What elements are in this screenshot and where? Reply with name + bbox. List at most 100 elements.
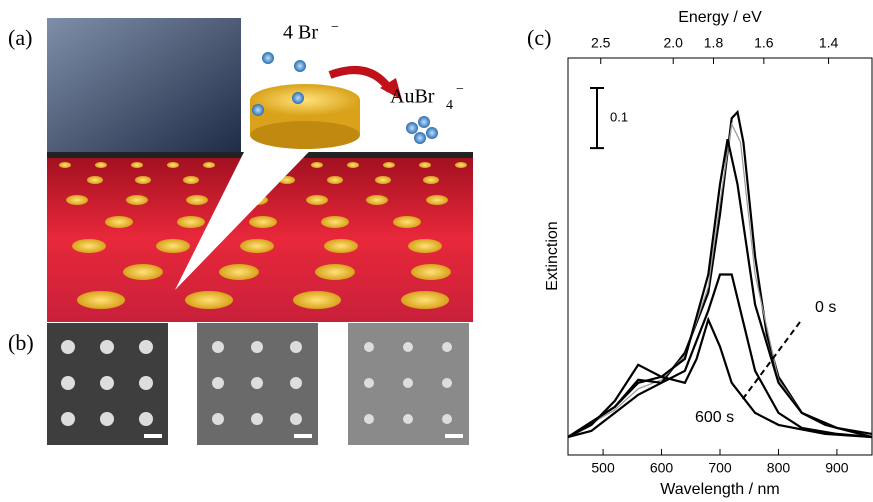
x-tick-label: 600 [650, 460, 674, 476]
reactant: 4 Br [283, 22, 318, 44]
particle [364, 378, 374, 388]
disc [219, 264, 259, 280]
disc [315, 264, 355, 280]
disc [183, 176, 199, 184]
arrow [328, 66, 394, 93]
disc [426, 195, 448, 205]
particle [364, 342, 374, 352]
disc [240, 239, 274, 253]
particle [212, 341, 224, 353]
panel-label: (b) [8, 330, 34, 355]
disc [59, 162, 71, 168]
particle [251, 341, 263, 353]
x2-tick-label: 2.0 [663, 35, 683, 51]
scale-bar [144, 434, 162, 438]
disc [408, 239, 442, 253]
particle [364, 414, 374, 424]
disc [321, 216, 349, 228]
disc [186, 195, 208, 205]
particle [403, 378, 413, 388]
panel-b: (b) [8, 323, 469, 445]
annotation: 0 s [815, 299, 836, 316]
x-tick-label: 500 [591, 460, 615, 476]
scale-bar [445, 434, 463, 438]
x2-tick-label: 1.6 [754, 35, 774, 51]
disc [87, 176, 103, 184]
particle [61, 340, 75, 354]
disc [375, 176, 391, 184]
product: AuBr [390, 86, 435, 108]
disc [347, 162, 359, 168]
y-axis-label: Extinction [544, 221, 561, 290]
scale-bar [294, 434, 312, 438]
disc [411, 264, 451, 280]
product-index: 4 [446, 98, 453, 113]
x-tick-label: 800 [767, 460, 791, 476]
disc [131, 162, 143, 168]
disc [324, 239, 358, 253]
disc [123, 264, 163, 280]
disc [419, 162, 431, 168]
disc [311, 162, 323, 168]
disc [293, 291, 341, 309]
particle [100, 376, 114, 390]
disc [177, 216, 205, 228]
particle [290, 377, 302, 389]
disc [95, 162, 107, 168]
disc [327, 176, 343, 184]
particle [139, 376, 153, 390]
disc [156, 239, 190, 253]
particle [403, 342, 413, 352]
particle [139, 340, 153, 354]
disc [167, 162, 179, 168]
disc [77, 291, 125, 309]
ion [426, 127, 438, 139]
panel-label: (c) [527, 25, 551, 50]
disc [423, 176, 439, 184]
panel-label: (a) [8, 25, 32, 50]
particle [251, 413, 263, 425]
x-tick-label: 900 [825, 460, 849, 476]
zoom-beam [175, 130, 330, 290]
disc [105, 216, 133, 228]
disc-bottom [250, 121, 360, 149]
particle [403, 414, 413, 424]
reactant-charge: − [331, 20, 339, 35]
particle [442, 378, 452, 388]
spectrum-chart: (c) Wavelength / nm Energy / eV Extincti… [527, 9, 873, 498]
particle [139, 412, 153, 426]
ion [294, 60, 306, 72]
product-charge: − [456, 82, 464, 97]
scale-bar-label: 0.1 [610, 110, 628, 125]
particle [61, 412, 75, 426]
x-axis-label: Wavelength / nm [660, 481, 779, 498]
scale-bar [590, 87, 604, 150]
particle [100, 340, 114, 354]
top-axis-label: Energy / eV [678, 9, 762, 26]
x2-tick-label: 1.8 [704, 35, 724, 51]
ion [292, 92, 304, 104]
disc-top [250, 84, 360, 116]
spectrum [567, 273, 873, 439]
arrow-head [380, 78, 402, 100]
disc [455, 162, 467, 168]
time-arrow [741, 321, 801, 401]
ion [418, 116, 430, 128]
ion [262, 52, 274, 64]
particle [212, 377, 224, 389]
x2-tick-label: 2.5 [591, 35, 611, 51]
ion [414, 132, 426, 144]
sem-images [47, 323, 469, 445]
particle [442, 342, 452, 352]
disc [66, 195, 88, 205]
spectrum [567, 316, 873, 439]
particle [251, 377, 263, 389]
disc [135, 176, 151, 184]
annotation: 600 s [695, 409, 734, 426]
disc [72, 239, 106, 253]
disc [306, 195, 328, 205]
particle [290, 413, 302, 425]
substrate [47, 155, 473, 322]
